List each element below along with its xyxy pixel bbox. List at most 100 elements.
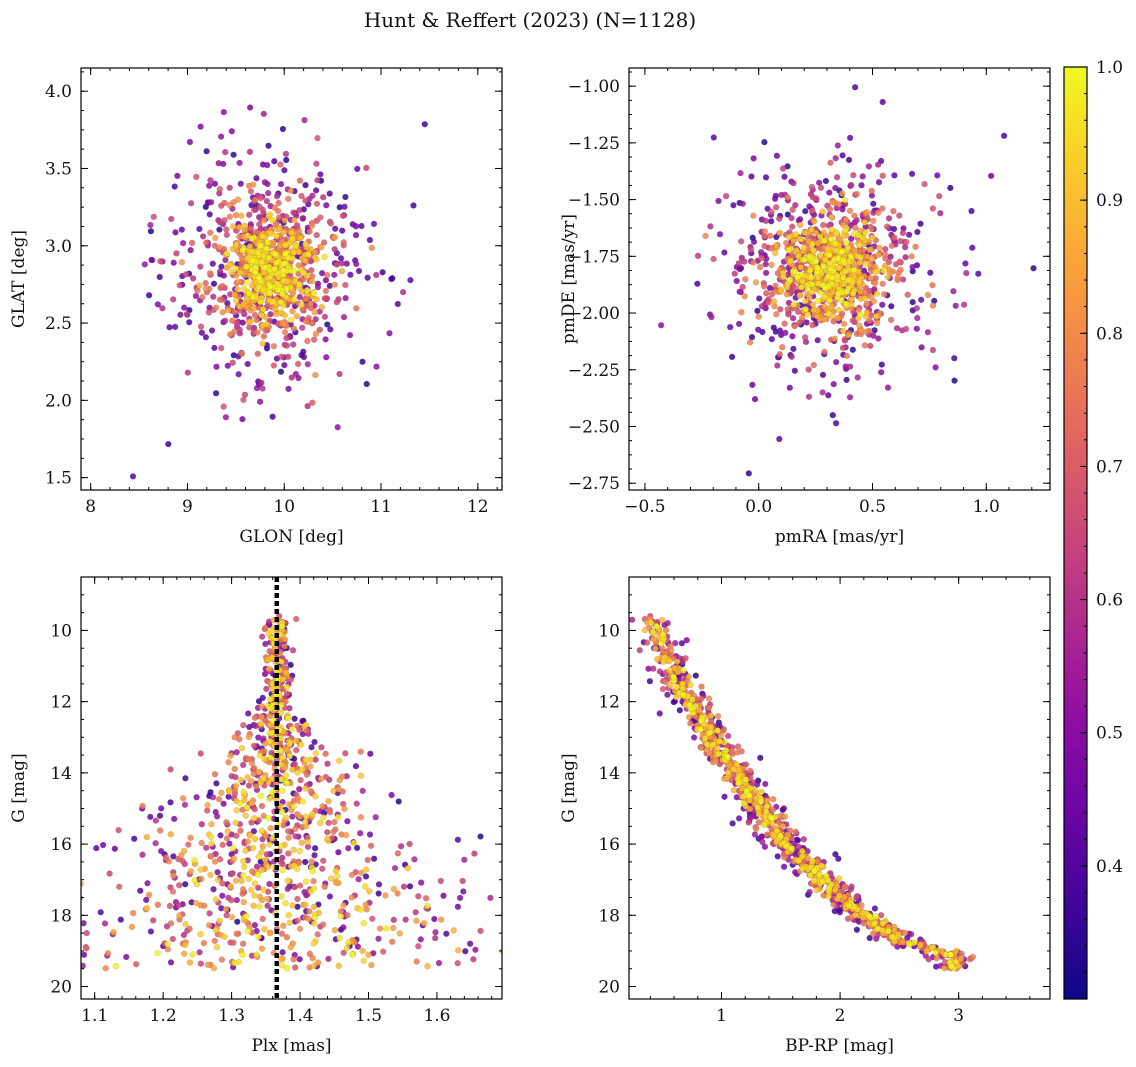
data-point — [870, 298, 877, 305]
data-point — [827, 304, 834, 312]
data-point — [192, 899, 200, 907]
data-point — [855, 232, 862, 239]
data-point — [269, 217, 276, 224]
data-point — [203, 807, 211, 814]
data-point — [235, 371, 242, 378]
data-point — [773, 152, 781, 160]
data-point — [289, 235, 296, 242]
data-point — [232, 297, 240, 304]
x-tick-label: 9 — [182, 497, 193, 517]
data-point — [721, 793, 728, 800]
data-point — [293, 615, 300, 623]
data-point — [770, 298, 778, 305]
data-point — [179, 239, 187, 247]
y-tick-label: 12 — [50, 693, 72, 713]
data-point — [394, 850, 402, 857]
data-point — [702, 232, 709, 240]
data-point — [281, 643, 288, 650]
data-point — [237, 800, 244, 807]
data-point — [196, 949, 203, 956]
data-point — [829, 411, 836, 419]
data-point — [367, 750, 374, 757]
data-point — [798, 236, 805, 243]
data-point — [874, 925, 882, 932]
data-point — [211, 344, 218, 352]
data-point — [761, 843, 769, 850]
data-point — [296, 785, 303, 793]
data-point — [296, 207, 303, 214]
data-point — [411, 856, 418, 863]
data-point — [846, 207, 854, 215]
data-point — [751, 831, 759, 838]
data-point — [760, 283, 768, 290]
data-point — [795, 252, 802, 260]
data-point — [679, 680, 686, 687]
data-point — [987, 172, 995, 180]
data-point — [962, 260, 969, 267]
data-point — [867, 342, 874, 350]
data-point — [667, 647, 675, 654]
data-point — [437, 877, 444, 885]
data-point — [250, 902, 257, 909]
data-point — [184, 369, 192, 376]
data-point — [779, 344, 786, 351]
data-point — [217, 133, 225, 140]
data-point — [858, 182, 865, 189]
data-point — [296, 281, 303, 288]
data-point — [839, 190, 846, 197]
data-point — [817, 233, 824, 241]
data-point — [680, 667, 687, 674]
data-point — [843, 288, 850, 295]
data-point — [202, 334, 210, 341]
data-point — [302, 878, 310, 885]
data-point — [835, 855, 842, 862]
data-point — [673, 693, 680, 701]
data-point — [874, 161, 882, 168]
data-point — [224, 362, 232, 369]
data-point — [251, 815, 258, 822]
data-point — [69, 944, 75, 950]
data-point — [777, 286, 784, 294]
data-point — [331, 926, 339, 934]
data-point — [192, 292, 200, 300]
data-point — [308, 278, 316, 285]
data-point — [899, 229, 907, 237]
data-point — [220, 272, 228, 279]
data-point — [308, 319, 316, 327]
data-point — [738, 238, 745, 245]
data-point — [266, 712, 273, 719]
data-point — [181, 881, 189, 888]
data-point — [842, 226, 849, 234]
data-point — [210, 280, 218, 287]
data-point — [842, 216, 849, 223]
data-point — [394, 300, 401, 308]
data-point — [263, 245, 270, 252]
data-point — [309, 399, 316, 406]
data-point — [791, 323, 798, 330]
data-point — [231, 734, 238, 741]
data-point — [913, 305, 920, 312]
data-point — [278, 808, 286, 815]
data-point — [849, 346, 856, 353]
data-point — [239, 247, 246, 254]
data-point — [309, 868, 316, 875]
data-point — [179, 795, 187, 802]
data-point — [308, 744, 315, 751]
data-point — [248, 778, 255, 785]
data-point — [265, 142, 272, 149]
data-point — [820, 263, 827, 270]
data-point — [776, 435, 783, 443]
data-point — [312, 793, 319, 800]
data-point — [863, 309, 871, 316]
data-point — [776, 215, 783, 222]
data-point — [799, 847, 806, 855]
data-point — [432, 929, 439, 936]
data-point — [440, 892, 447, 899]
data-point — [800, 836, 807, 843]
data-point — [178, 226, 186, 233]
data-point — [245, 733, 253, 741]
data-point — [672, 639, 679, 647]
data-point — [873, 313, 880, 320]
data-point — [302, 241, 309, 248]
